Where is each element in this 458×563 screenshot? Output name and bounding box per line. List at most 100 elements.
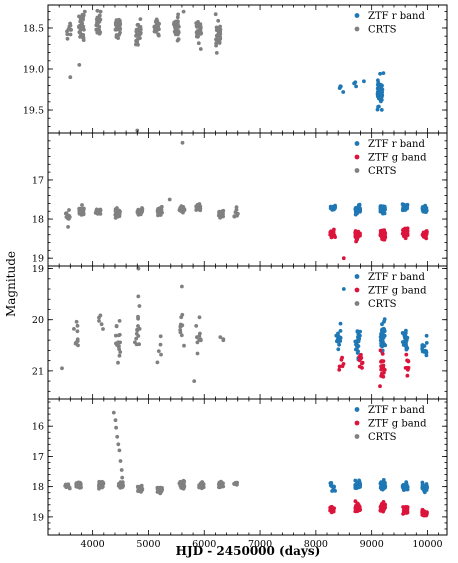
data-point (355, 481, 360, 485)
data-point (178, 322, 183, 327)
data-point (377, 104, 381, 109)
data-point (338, 329, 343, 333)
data-point (375, 107, 380, 112)
data-point (331, 509, 336, 514)
data-point (379, 233, 383, 238)
y-tick-label: 19 (32, 254, 44, 265)
data-point (220, 214, 225, 219)
data-point (138, 17, 143, 21)
series-ztf-g-band (337, 348, 411, 389)
data-point (382, 207, 386, 212)
data-point (64, 211, 69, 216)
data-point (405, 486, 410, 491)
data-point (118, 350, 123, 354)
y-tick-label: 19.5 (23, 106, 44, 117)
data-point (337, 342, 341, 347)
data-point (134, 33, 138, 38)
data-point (198, 208, 203, 213)
data-point (376, 82, 380, 87)
data-point (194, 208, 199, 212)
series-crts (63, 410, 240, 496)
data-point (192, 379, 197, 383)
data-point (353, 507, 358, 512)
data-point (341, 256, 346, 261)
data-point (403, 236, 408, 241)
data-point (138, 31, 143, 36)
data-point (67, 213, 71, 218)
data-point (356, 349, 360, 354)
data-point (194, 204, 199, 209)
data-point (354, 239, 358, 244)
data-point (355, 209, 360, 214)
data-point (380, 322, 384, 327)
data-point (353, 339, 358, 344)
data-point (360, 360, 365, 365)
data-point (379, 364, 383, 369)
data-point (159, 352, 163, 357)
data-point (382, 204, 387, 209)
data-point (78, 31, 83, 35)
data-point (353, 80, 358, 85)
x-tick-label: 5000 (136, 539, 160, 550)
data-point (114, 33, 119, 37)
data-point (66, 483, 70, 488)
data-point (382, 370, 386, 375)
data-point (328, 505, 333, 510)
data-point (73, 341, 78, 346)
data-point (195, 23, 200, 28)
legend-label-crts: CRTS (368, 432, 397, 443)
data-point (113, 27, 118, 32)
data-point (157, 488, 162, 493)
legend-label-crts: CRTS (368, 299, 397, 310)
x-tick-label: 4000 (81, 539, 105, 550)
legend-marker-crts (354, 434, 360, 439)
data-point (195, 340, 200, 345)
data-point (404, 352, 409, 357)
data-point (67, 208, 71, 212)
data-point (403, 338, 407, 343)
data-point (380, 83, 384, 88)
data-point (197, 202, 202, 206)
data-point (95, 21, 100, 26)
data-point (197, 334, 202, 338)
data-point (75, 329, 80, 334)
data-point (182, 207, 187, 212)
data-point (98, 9, 103, 14)
data-point (117, 23, 122, 27)
data-point (180, 284, 184, 289)
data-point (379, 507, 384, 512)
data-point (381, 359, 386, 363)
data-point (378, 98, 383, 103)
data-point (194, 324, 199, 328)
legend-label-ztf-r-band: ZTF r band (368, 272, 425, 283)
data-point (80, 203, 84, 207)
data-point (332, 506, 336, 511)
data-point (425, 230, 429, 234)
legend-label-ztf-g-band: ZTF g band (368, 153, 427, 164)
legend-marker-crts (354, 301, 360, 306)
y-tick-label: 19 (32, 512, 44, 523)
data-point (136, 42, 140, 47)
data-point (81, 17, 85, 22)
data-point (403, 506, 408, 510)
data-point (378, 348, 383, 353)
data-point (338, 335, 343, 340)
data-point (357, 336, 362, 341)
data-point (65, 36, 70, 41)
data-point (95, 8, 100, 13)
data-point (379, 374, 384, 378)
legend-marker-ztf-r-band (354, 407, 360, 412)
data-point (379, 328, 384, 333)
data-point (155, 19, 160, 23)
panel-4: 16 17 18 19 ZTF r band ZTF g band CRTS (32, 398, 448, 536)
data-point (354, 343, 359, 348)
data-point (335, 339, 339, 344)
data-point (221, 211, 225, 216)
series-crts (60, 266, 226, 383)
data-point (379, 341, 383, 346)
series-ztf-r-band (328, 478, 429, 495)
data-point (113, 418, 118, 423)
data-point (175, 24, 180, 28)
y-tick-label: 17 (32, 452, 44, 463)
data-point (138, 211, 143, 216)
